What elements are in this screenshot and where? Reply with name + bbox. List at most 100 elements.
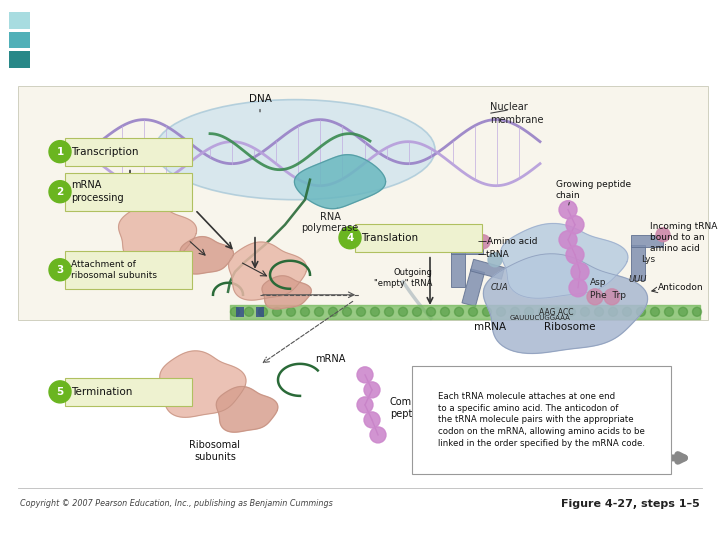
Circle shape: [571, 263, 589, 281]
Circle shape: [357, 367, 373, 383]
Circle shape: [567, 307, 575, 316]
Polygon shape: [483, 254, 647, 354]
Circle shape: [49, 259, 71, 281]
Bar: [462, 269, 485, 306]
Polygon shape: [216, 387, 278, 432]
Text: Ribosomal
subunits: Ribosomal subunits: [189, 440, 240, 462]
Text: 3: 3: [56, 265, 63, 275]
Polygon shape: [180, 237, 233, 274]
Circle shape: [413, 307, 421, 316]
Bar: [256, 307, 264, 317]
Circle shape: [287, 307, 295, 316]
Text: UUU: UUU: [629, 275, 647, 284]
Circle shape: [552, 307, 562, 316]
Circle shape: [356, 307, 366, 316]
Text: —tRNA: —tRNA: [478, 250, 510, 259]
Circle shape: [665, 307, 673, 316]
Text: Figure 4-27, steps 1–5: Figure 4-27, steps 1–5: [562, 499, 700, 509]
Circle shape: [364, 412, 380, 428]
Circle shape: [559, 231, 577, 249]
Text: AAG ACC: AAG ACC: [539, 308, 573, 317]
Ellipse shape: [155, 99, 435, 200]
Text: mRNA
processing: mRNA processing: [71, 180, 124, 203]
Circle shape: [49, 181, 71, 202]
Circle shape: [371, 307, 379, 316]
Text: Lys: Lys: [641, 255, 655, 264]
Bar: [631, 235, 663, 247]
Text: Transcription: Transcription: [71, 147, 138, 157]
Polygon shape: [262, 276, 311, 309]
Circle shape: [566, 246, 584, 264]
Circle shape: [245, 307, 253, 316]
Circle shape: [426, 307, 436, 316]
Circle shape: [300, 307, 310, 316]
Bar: [18, 86, 708, 320]
Text: CUA: CUA: [491, 283, 509, 292]
Text: Termination: Termination: [71, 387, 132, 397]
Circle shape: [559, 201, 577, 219]
Circle shape: [482, 307, 492, 316]
FancyBboxPatch shape: [65, 173, 192, 211]
Circle shape: [636, 307, 646, 316]
Circle shape: [384, 307, 394, 316]
Bar: [451, 252, 465, 287]
Text: mRNA: mRNA: [474, 322, 506, 332]
Text: Outgoing
"empty" tRNA: Outgoing "empty" tRNA: [374, 268, 432, 288]
FancyBboxPatch shape: [65, 138, 192, 166]
Circle shape: [370, 427, 386, 443]
Polygon shape: [228, 242, 307, 300]
Circle shape: [566, 215, 584, 234]
FancyBboxPatch shape: [65, 251, 192, 289]
Bar: [470, 259, 505, 279]
Circle shape: [398, 307, 408, 316]
Circle shape: [608, 307, 618, 316]
Circle shape: [49, 140, 71, 163]
Text: —Amino acid: —Amino acid: [478, 237, 538, 246]
Text: Nuclear
membrane: Nuclear membrane: [490, 103, 544, 125]
Text: Asp: Asp: [590, 278, 606, 287]
Text: 4: 4: [346, 233, 354, 243]
Text: 5: 5: [56, 387, 63, 397]
Text: Attachment of
ribosomal subunits: Attachment of ribosomal subunits: [71, 260, 157, 280]
Circle shape: [678, 307, 688, 316]
Text: Incoming tRNA
bound to an
amino acid: Incoming tRNA bound to an amino acid: [650, 222, 717, 253]
Circle shape: [569, 279, 587, 297]
Circle shape: [693, 307, 701, 316]
Text: Completed
peptide: Completed peptide: [390, 397, 443, 419]
Circle shape: [364, 382, 380, 398]
Text: 2: 2: [56, 187, 63, 197]
Polygon shape: [294, 154, 386, 208]
Text: Each tRNA molecule attaches at one end
to a specific amino acid. The anticodon o: Each tRNA molecule attaches at one end t…: [438, 392, 645, 448]
Circle shape: [650, 307, 660, 316]
Circle shape: [656, 228, 670, 242]
Circle shape: [328, 307, 338, 316]
Text: Translation: Translation: [361, 233, 418, 243]
Circle shape: [357, 397, 373, 413]
Bar: [9, 51, 30, 68]
Bar: [9, 32, 30, 49]
Text: RNA
polymerase: RNA polymerase: [302, 212, 359, 233]
Bar: [9, 12, 30, 29]
Text: mRNA: mRNA: [315, 354, 346, 364]
Circle shape: [497, 307, 505, 316]
Circle shape: [604, 289, 620, 305]
FancyBboxPatch shape: [65, 378, 192, 406]
Circle shape: [623, 307, 631, 316]
Bar: [631, 245, 645, 280]
Polygon shape: [119, 204, 197, 262]
Text: Anticodon: Anticodon: [658, 283, 703, 292]
Circle shape: [510, 307, 520, 316]
Circle shape: [539, 307, 547, 316]
Circle shape: [49, 381, 71, 403]
Polygon shape: [500, 224, 628, 298]
Text: 1: 1: [56, 147, 63, 157]
Circle shape: [476, 235, 490, 249]
Circle shape: [488, 253, 502, 267]
Circle shape: [469, 307, 477, 316]
Polygon shape: [160, 351, 246, 417]
Text: Protein: Transcription and Translation: Protein: Transcription and Translation: [42, 28, 577, 51]
Text: Growing peptide
chain: Growing peptide chain: [556, 180, 631, 200]
Text: Copyright © 2007 Pearson Education, Inc., publishing as Benjamin Cummings: Copyright © 2007 Pearson Education, Inc.…: [20, 500, 333, 509]
Circle shape: [315, 307, 323, 316]
Circle shape: [343, 307, 351, 316]
